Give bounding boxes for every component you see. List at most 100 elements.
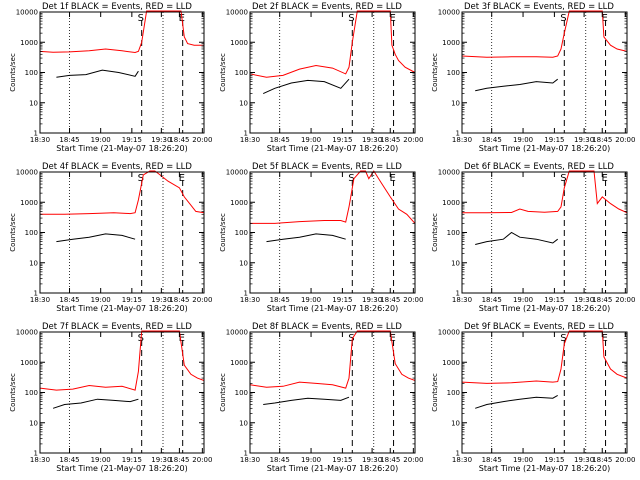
y-tick-label: 10000	[438, 9, 460, 17]
x-tick-label: 19:15	[544, 136, 564, 144]
y-axis-label: Counts/sec	[219, 213, 227, 252]
y-tick-label: 1	[34, 290, 38, 298]
x-tick-label: 19:00	[513, 456, 533, 464]
marker-end-label: E	[390, 173, 396, 184]
plot-frame	[249, 331, 416, 454]
x-axis-label: Start Time (21-May-07 18:26:20)	[267, 304, 398, 313]
plot-frame	[39, 331, 205, 454]
y-axis-label: Counts/sec	[219, 53, 227, 92]
y-tick-label: 10	[451, 419, 460, 427]
lld-series-line	[39, 10, 204, 54]
x-tick-label: 18:30	[452, 456, 472, 464]
y-axis-label: Counts/sec	[431, 213, 439, 252]
x-tick-label: 19:15	[122, 456, 142, 464]
events-series-line	[262, 78, 350, 95]
y-tick-label: 10000	[16, 329, 38, 337]
plot-frame	[461, 11, 628, 134]
x-tick-label: 19:00	[513, 296, 533, 304]
x-tick-label: 18:45	[59, 296, 79, 304]
y-tick-label: 1000	[20, 359, 38, 367]
x-tick-label: 20:00	[403, 296, 423, 304]
x-tick-label: 19:15	[544, 456, 564, 464]
y-tick-label: 1000	[442, 39, 460, 47]
marker-end-label: E	[602, 173, 608, 184]
plot-frame	[249, 171, 416, 294]
x-tick-label: 19:30	[574, 296, 594, 304]
panel-title: Det 9f BLACK = Events, RED = LLD	[464, 322, 614, 332]
y-tick-label: 100	[25, 229, 38, 237]
lld-series-line	[39, 330, 205, 391]
x-tick-label: 19:15	[122, 296, 142, 304]
events-series-line	[475, 394, 558, 409]
events-series-line	[475, 231, 559, 245]
x-tick-label: 20:00	[615, 136, 635, 144]
x-axis-label: Start Time (21-May-07 18:26:20)	[56, 144, 187, 153]
x-tick-label: 20:00	[403, 136, 423, 144]
y-tick-label: 10	[29, 419, 38, 427]
y-tick-label: 100	[235, 69, 248, 77]
x-tick-label: 18:30	[30, 456, 50, 464]
y-tick-label: 1	[34, 130, 38, 138]
events-series-line	[56, 69, 139, 78]
x-tick-label: 18:45	[169, 136, 189, 144]
events-series-line	[56, 233, 136, 243]
x-tick-label: 18:30	[240, 136, 260, 144]
lld-series-line	[462, 170, 628, 214]
x-tick-label: 18:30	[240, 456, 260, 464]
y-tick-label: 1	[456, 130, 460, 138]
x-tick-label: 18:30	[452, 296, 472, 304]
plot-frame	[249, 11, 416, 134]
y-tick-label: 1000	[20, 199, 38, 207]
x-tick-label: 18:45	[380, 456, 400, 464]
lld-series-line	[461, 10, 628, 58]
marker-end-label: E	[179, 333, 185, 344]
x-tick-label: 19:30	[362, 456, 382, 464]
y-tick-label: 1000	[442, 359, 460, 367]
x-tick-label: 20:00	[192, 296, 212, 304]
x-tick-label: 18:45	[482, 296, 502, 304]
x-tick-label: 19:00	[91, 296, 111, 304]
x-axis-label: Start Time (21-May-07 18:26:20)	[479, 304, 610, 313]
x-tick-label: 20:00	[192, 136, 212, 144]
plot-frame	[461, 171, 628, 294]
y-tick-label: 100	[235, 229, 248, 237]
x-tick-label: 18:45	[59, 456, 79, 464]
x-tick-label: 19:30	[151, 136, 171, 144]
marker-end-label: E	[390, 333, 396, 344]
plot-frame	[461, 331, 628, 454]
marker-end-label: E	[179, 173, 185, 184]
y-tick-label: 100	[25, 69, 38, 77]
x-tick-label: 19:00	[91, 456, 111, 464]
y-tick-label: 10	[451, 259, 460, 267]
x-tick-label: 19:00	[513, 136, 533, 144]
x-tick-label: 18:45	[592, 296, 612, 304]
y-tick-label: 10000	[438, 329, 460, 337]
panel-title: Det 3f BLACK = Events, RED = LLD	[464, 2, 614, 12]
y-tick-label: 10000	[16, 9, 38, 17]
x-tick-label: 18:45	[482, 456, 502, 464]
x-tick-label: 18:45	[270, 456, 290, 464]
x-axis-label: Start Time (21-May-07 18:26:20)	[56, 464, 187, 473]
y-tick-label: 1	[456, 450, 460, 458]
marker-start-label: S	[560, 173, 566, 184]
x-tick-label: 18:45	[592, 456, 612, 464]
events-series-line	[475, 78, 559, 92]
y-tick-label: 100	[447, 389, 460, 397]
marker-start-label: S	[138, 173, 144, 184]
x-tick-label: 19:00	[301, 136, 321, 144]
y-tick-label: 10000	[226, 169, 248, 177]
x-tick-label: 18:45	[59, 136, 79, 144]
x-tick-label: 19:15	[332, 136, 352, 144]
lld-series-line	[461, 330, 628, 384]
y-tick-label: 1000	[230, 359, 248, 367]
x-tick-label: 19:30	[362, 296, 382, 304]
x-tick-label: 18:45	[380, 296, 400, 304]
